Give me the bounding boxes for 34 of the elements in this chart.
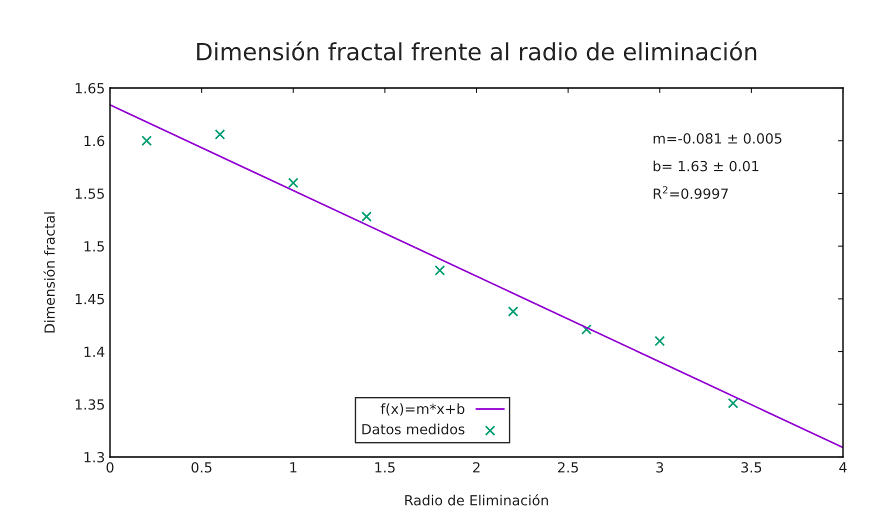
legend-label: f(x)=m*x+b (380, 403, 464, 416)
x-tick-label: 1 (290, 462, 296, 472)
y-tick-label: 1.45 (76, 294, 104, 304)
y-tick-label: 1.3 (84, 452, 104, 462)
x-axis-title: Radio de Eliminación (405, 494, 548, 506)
legend-label: Datos medidos (362, 424, 464, 434)
y-tick-label: 1.5 (84, 241, 104, 252)
y-tick-label: 1.65 (76, 82, 104, 94)
annotation: m=-0.081 ± 0.005 (654, 133, 782, 144)
chart-title: Dimensión fractal frente al radio de eliminación (197, 41, 756, 61)
x-tick-label: 0.5 (191, 462, 212, 473)
y-tick-label: 1.35 (76, 399, 104, 410)
point (581, 324, 592, 335)
y-tick-label: 1.6 (84, 136, 104, 146)
x-tick-label: 3 (656, 462, 664, 473)
point (508, 306, 518, 317)
x-tick-label: 1.5 (375, 462, 395, 473)
y-tick-label: 1.4 (84, 346, 104, 357)
x-tick-label: 0 (106, 462, 114, 473)
annotation: b= 1.63 ± 0.01 (654, 160, 758, 172)
point (434, 265, 446, 276)
x-tick-label: 3.5 (741, 462, 762, 473)
point (288, 178, 298, 188)
x-tick-label: 2 (473, 462, 480, 472)
y-axis-title: Dimensión fractal (44, 212, 55, 333)
point (361, 211, 372, 222)
y-tick-label: 1.55 (76, 188, 104, 199)
annotation: R$^{2}$=0.9997 (654, 186, 728, 199)
point (214, 129, 226, 140)
point (141, 135, 152, 146)
x-tick-label: 4 (839, 462, 847, 472)
point (728, 398, 738, 408)
x-tick-label: 2.5 (558, 462, 578, 473)
point (654, 336, 665, 346)
